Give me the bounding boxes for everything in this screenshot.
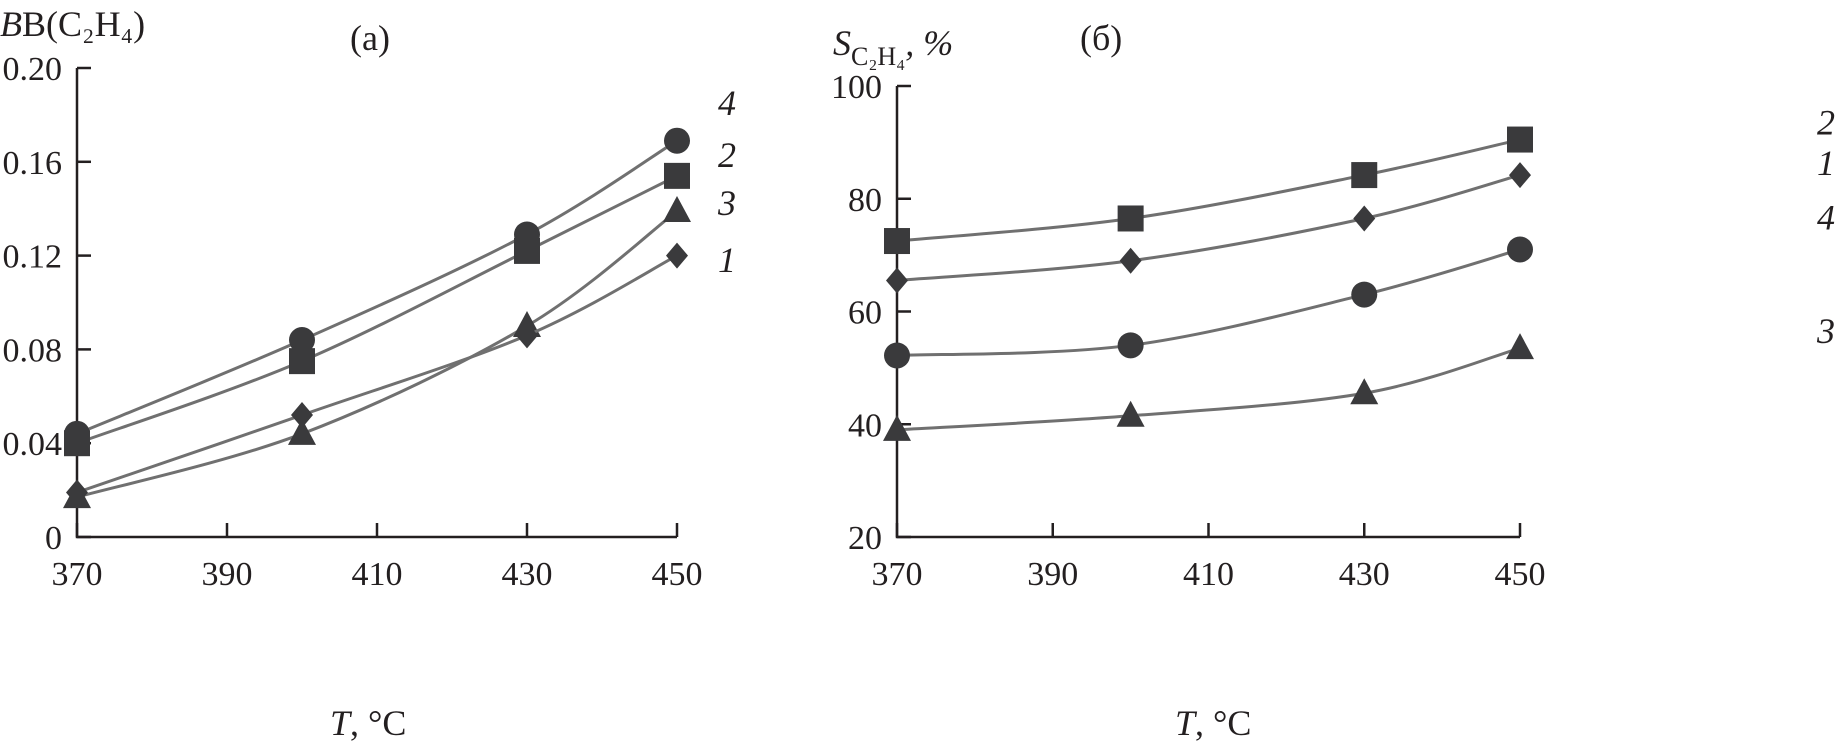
y-tick-label: 0.16 [3, 145, 63, 182]
series-line-4 [896, 248, 1521, 357]
series-label-4: 4 [1817, 197, 1835, 237]
series-label-1: 1 [1817, 143, 1835, 183]
data-point-square-series-2 [884, 228, 910, 255]
y-axis-label-a: BB(C₂H₄) [0, 4, 145, 44]
x-tick-label: 410 [352, 556, 403, 593]
y-tick-label: 0 [45, 520, 62, 557]
data-point-triangle-series-3 [1116, 400, 1145, 427]
axes [75, 68, 677, 539]
data-point-diamond-series-1 [66, 479, 88, 506]
data-point-circle-series-4 [1117, 332, 1144, 359]
y-tick-label: 40 [848, 407, 882, 444]
data-point-triangle-series-3 [1350, 378, 1379, 405]
series-line-1 [76, 254, 678, 494]
y-tick-label: 0.08 [3, 332, 63, 369]
y-tick-label: 20 [848, 520, 882, 557]
chart-title-a: (a) [350, 18, 390, 58]
y-tick-label: 0.04 [3, 426, 63, 463]
data-point-diamond-series-1 [516, 322, 538, 349]
x-tick-label: 430 [1339, 556, 1390, 593]
y-tick-label: 0.20 [3, 51, 63, 88]
data-point-diamond-series-1 [1353, 205, 1376, 232]
y-tick-label: 100 [831, 69, 882, 106]
series-line-3 [896, 346, 1521, 432]
series-line-3 [76, 209, 678, 499]
chart-panel-a: BB(C₂H₄) (a) T, °C 0 0.04 0.08 0.12 0.16 0.20… [0, 4, 736, 743]
axes [895, 86, 1520, 539]
data-point-diamond-series-1 [291, 402, 313, 429]
series-line-2 [896, 138, 1521, 243]
data-point-square-series-2 [1117, 205, 1144, 232]
data-point-triangle-series-3 [663, 196, 691, 223]
series-label-2: 2 [1817, 103, 1835, 143]
x-tick-label: 370 [52, 556, 103, 593]
y-tick-label: 0.12 [3, 239, 63, 276]
data-point-diamond-series-1 [886, 267, 908, 294]
x-axis-label-a: T, °C [330, 703, 406, 743]
data-point-square-series-2 [664, 162, 690, 189]
chart-title-b: (б) [1080, 18, 1122, 58]
data-point-triangle-series-3 [883, 414, 911, 441]
x-tick-label: 450 [1495, 556, 1546, 593]
data-point-diamond-series-1 [1119, 247, 1142, 274]
y-axis-label-b: SC₂H₄, % [833, 23, 953, 71]
data-point-square-series-2 [64, 430, 90, 457]
x-tick-label: 370 [872, 556, 923, 593]
series-label-3: 3 [1816, 311, 1835, 351]
data-point-triangle-series-3 [288, 418, 316, 445]
x-tick-label: 450 [652, 556, 703, 593]
x-tick-label: 390 [202, 556, 253, 593]
y-axis-label-a-text: B(C₂H₄) [22, 4, 145, 44]
series-label-2: 2 [718, 135, 736, 175]
series-label-4: 4 [718, 83, 736, 123]
y-tick-label: 80 [848, 182, 882, 219]
chart-panel-b: SC₂H₄, % (б) T, °C 20 40 60 80 100 370 390 410 4… [831, 18, 1835, 743]
series-label-3: 3 [717, 183, 736, 223]
data-point-diamond-series-1 [666, 242, 688, 269]
data-point-square-series-2 [289, 348, 315, 375]
data-point-triangle-series-3 [1506, 333, 1534, 360]
series-label-1: 1 [718, 240, 736, 280]
data-point-circle-series-4 [664, 127, 690, 154]
x-tick-label: 430 [502, 556, 553, 593]
data-point-circle-series-4 [1507, 236, 1533, 263]
x-axis-label-b: T, °C [1175, 703, 1251, 743]
data-point-square-series-2 [1351, 162, 1378, 189]
x-tick-label: 390 [1027, 556, 1078, 593]
data-point-circle-series-4 [884, 342, 910, 369]
x-tick-label: 410 [1183, 556, 1234, 593]
data-point-circle-series-4 [1351, 281, 1378, 308]
data-point-square-series-2 [1507, 126, 1533, 153]
data-point-square-series-2 [514, 237, 540, 264]
series-line-4 [76, 139, 678, 436]
y-tick-label: 60 [848, 295, 882, 332]
data-point-circle-series-4 [289, 327, 315, 354]
data-point-diamond-series-1 [1509, 162, 1531, 189]
series-line-1 [896, 173, 1521, 282]
series-line-2 [76, 174, 678, 445]
